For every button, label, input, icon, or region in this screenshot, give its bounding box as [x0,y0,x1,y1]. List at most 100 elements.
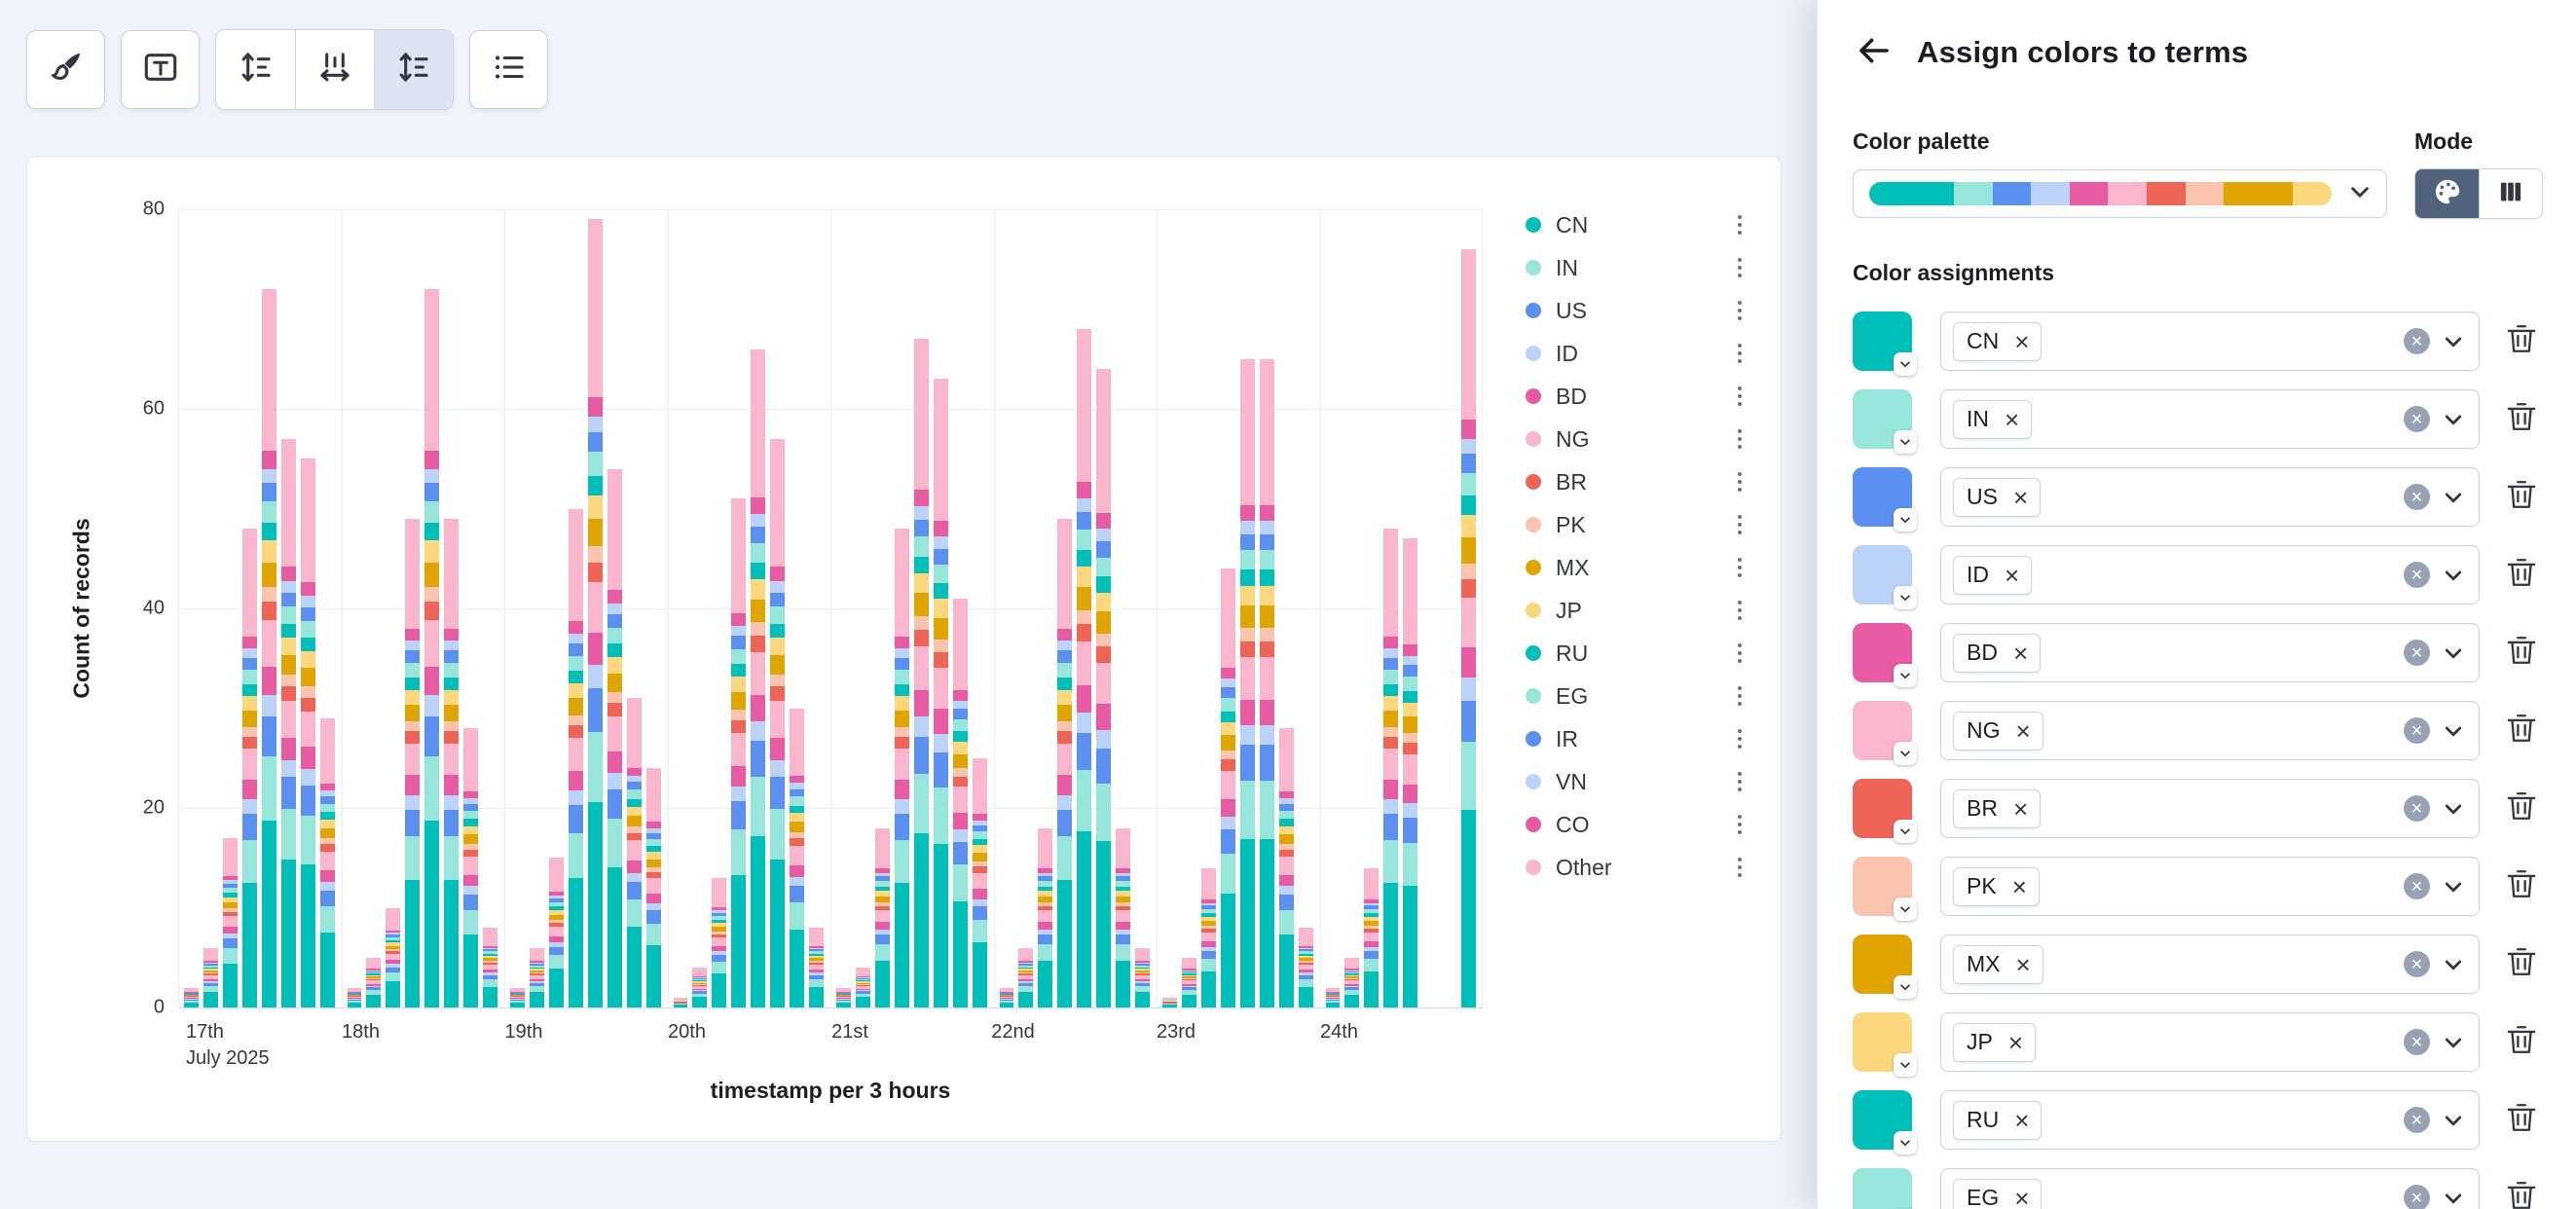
delete-assignment-button[interactable] [2500,551,2543,600]
remove-term-icon[interactable]: × [2015,715,2031,746]
legend-item[interactable]: JP [1526,589,1748,632]
legend-item[interactable]: BD [1526,375,1748,418]
chevron-down-icon[interactable] [2442,408,2465,431]
clear-terms-icon[interactable]: × [2404,484,2430,510]
visual-options-button[interactable] [26,30,105,109]
legend-item[interactable]: VN [1526,760,1748,803]
chevron-down-icon[interactable] [2442,875,2465,898]
remove-term-icon[interactable]: × [2011,871,2027,901]
term-combobox[interactable]: CN × × [1940,311,2480,371]
clear-terms-icon[interactable]: × [2404,873,2430,899]
remove-term-icon[interactable]: × [2014,1105,2030,1135]
delete-assignment-button[interactable] [2500,1018,2543,1067]
legend-item[interactable]: Other [1526,846,1748,889]
delete-assignment-button[interactable] [2500,317,2543,366]
clear-terms-icon[interactable]: × [2404,1185,2430,1209]
delete-assignment-button[interactable] [2500,1096,2543,1145]
clear-terms-icon[interactable]: × [2404,795,2430,822]
right-axis-button[interactable] [374,30,453,109]
legend-item-actions-icon[interactable] [1732,809,1748,840]
term-combobox[interactable]: RU × × [1940,1090,2480,1150]
legend-item-actions-icon[interactable] [1732,209,1748,240]
legend-item-actions-icon[interactable] [1732,466,1748,497]
delete-assignment-button[interactable] [2500,473,2543,522]
clear-terms-icon[interactable]: × [2404,1029,2430,1055]
legend-item[interactable]: PK [1526,503,1748,546]
delete-assignment-button[interactable] [2500,707,2543,755]
chevron-down-icon[interactable] [2442,719,2465,743]
legend-item[interactable]: ID [1526,332,1748,375]
term-combobox[interactable]: EG × × [1940,1168,2480,1209]
legend-item-actions-icon[interactable] [1732,852,1748,883]
remove-term-icon[interactable]: × [2012,638,2029,668]
term-combobox[interactable]: US × × [1940,467,2480,527]
remove-term-icon[interactable]: × [2014,326,2030,356]
term-combobox[interactable]: BD × × [1940,623,2480,682]
color-swatch-button[interactable] [1853,857,1917,921]
delete-assignment-button[interactable] [2500,940,2543,989]
remove-term-icon[interactable]: × [2012,482,2029,512]
color-swatch-button[interactable] [1853,701,1917,765]
legend-item[interactable]: IN [1526,246,1748,289]
legend-item[interactable]: EG [1526,675,1748,717]
legend-item[interactable]: CN [1526,203,1748,246]
term-combobox[interactable]: MX × × [1940,934,2480,994]
clear-terms-icon[interactable]: × [2404,1107,2430,1133]
delete-assignment-button[interactable] [2500,629,2543,678]
term-combobox[interactable]: IN × × [1940,389,2480,449]
legend-item-actions-icon[interactable] [1732,595,1748,626]
color-swatch-button[interactable] [1853,934,1917,999]
legend-item[interactable]: NG [1526,418,1748,460]
legend-item-actions-icon[interactable] [1732,381,1748,412]
chevron-down-icon[interactable] [2442,1187,2465,1209]
term-combobox[interactable]: BR × × [1940,779,2480,838]
term-combobox[interactable]: PK × × [1940,857,2480,916]
legend-item-actions-icon[interactable] [1732,509,1748,540]
chevron-down-icon[interactable] [2442,953,2465,976]
delete-assignment-button[interactable] [2500,1174,2543,1209]
color-swatch-button[interactable] [1853,545,1917,609]
term-combobox[interactable]: JP × × [1940,1012,2480,1072]
clear-terms-icon[interactable]: × [2404,951,2430,977]
back-button[interactable] [1853,31,1895,74]
bottom-axis-button[interactable] [295,30,374,109]
remove-term-icon[interactable]: × [2005,560,2020,590]
remove-term-icon[interactable]: × [2012,793,2029,824]
legend-item[interactable]: MX [1526,546,1748,589]
legend-item-actions-icon[interactable] [1732,338,1748,369]
remove-term-icon[interactable]: × [2005,404,2020,434]
chevron-down-icon[interactable] [2442,797,2465,821]
legend-item[interactable]: RU [1526,632,1748,675]
legend-item-actions-icon[interactable] [1732,252,1748,283]
term-combobox[interactable]: ID × × [1940,545,2480,604]
legend-item-actions-icon[interactable] [1732,552,1748,583]
remove-term-icon[interactable]: × [2015,949,2031,979]
legend-item-actions-icon[interactable] [1732,680,1748,712]
chevron-down-icon[interactable] [2442,1031,2465,1054]
palette-select[interactable] [1853,169,2387,218]
legend-item-actions-icon[interactable] [1732,723,1748,754]
legend-item-actions-icon[interactable] [1732,295,1748,326]
color-swatch-button[interactable] [1853,623,1917,687]
delete-assignment-button[interactable] [2500,395,2543,444]
color-swatch-button[interactable] [1853,389,1917,454]
color-swatch-button[interactable] [1853,1090,1917,1154]
color-swatch-button[interactable] [1853,467,1917,531]
legend-item-actions-icon[interactable] [1732,766,1748,797]
legend-item[interactable]: BR [1526,460,1748,503]
clear-terms-icon[interactable]: × [2404,328,2430,354]
chevron-down-icon[interactable] [2442,1109,2465,1132]
color-swatch-button[interactable] [1853,779,1917,843]
color-swatch-button[interactable] [1853,1168,1912,1209]
color-swatch-button[interactable] [1853,311,1917,376]
legend-item[interactable]: IR [1526,717,1748,760]
legend-item-actions-icon[interactable] [1732,423,1748,455]
remove-term-icon[interactable]: × [2014,1183,2030,1209]
mode-palette-button[interactable] [2415,169,2479,218]
term-combobox[interactable]: NG × × [1940,701,2480,760]
chevron-down-icon[interactable] [2442,330,2465,353]
clear-terms-icon[interactable]: × [2404,717,2430,744]
legend-item-actions-icon[interactable] [1732,638,1748,669]
labels-options-button[interactable] [121,30,200,109]
legend-options-button[interactable] [469,30,548,109]
